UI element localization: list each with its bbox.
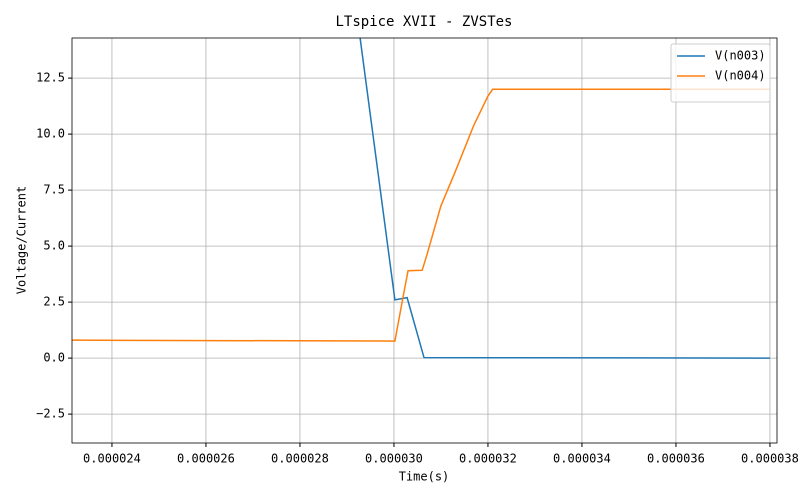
y-tick-label: 5.0 [43, 239, 65, 253]
x-tick-label: 0.000034 [553, 452, 611, 466]
y-axis-label: Voltage/Current [15, 186, 29, 294]
x-tick-label: 0.000030 [365, 452, 423, 466]
legend-box [670, 43, 771, 103]
y-tick-label: 2.5 [43, 295, 65, 309]
chart-title: LTspice XVII - ZVSTes [335, 14, 512, 30]
x-tick-label: 0.000024 [83, 452, 141, 466]
x-tick-label: 0.000032 [459, 452, 517, 466]
y-tick-label: −2.5 [36, 407, 65, 421]
plot-area [72, 38, 770, 359]
legend-label: V(n003) [715, 49, 766, 63]
axes-frame [71, 37, 778, 444]
line [359, 38, 770, 359]
legend-label: V(n004) [715, 69, 766, 83]
y-tick-label: 0.0 [43, 351, 65, 365]
x-axis-label: Time(s) [399, 470, 450, 484]
y-tick-label: 12.5 [36, 71, 65, 85]
line [72, 88, 770, 342]
x-tick-label: 0.000038 [741, 452, 799, 466]
y-tick-label: 10.0 [36, 127, 65, 141]
x-tick-label: 0.000036 [647, 452, 705, 466]
x-tick-label: 0.000026 [177, 452, 235, 466]
x-tick-label: 0.000028 [271, 452, 329, 466]
y-tick-label: 7.5 [43, 183, 65, 197]
